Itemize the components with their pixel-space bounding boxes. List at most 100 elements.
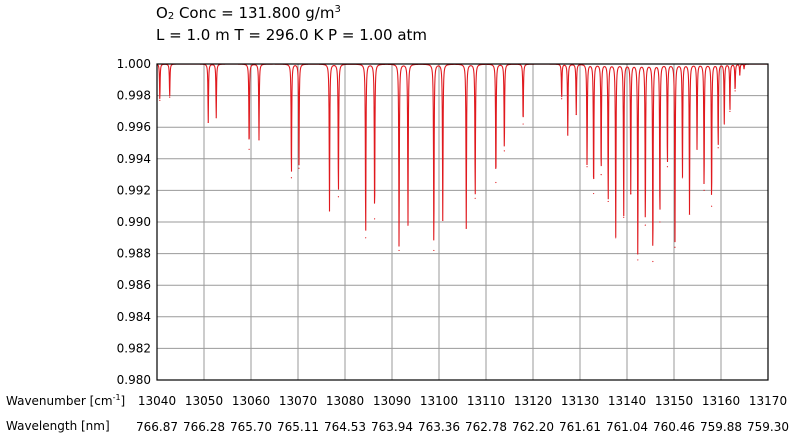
absorption-line-minimum	[703, 189, 705, 191]
y-tick-label: 1.000	[117, 57, 151, 71]
spectrum-series	[156, 63, 768, 263]
wavelength-tick-label: 764.53	[324, 420, 366, 434]
wavelength-tick-label: 766.28	[183, 420, 225, 434]
concentration-title: O2 Conc = 131.800 g/m3	[156, 4, 341, 22]
wavenumber-tick-labels: 13040 13050 13060 13070 13080 13090 13100 13110…	[138, 394, 787, 408]
absorption-line-minimum	[681, 177, 684, 179]
absorption-line-minimum	[503, 150, 505, 152]
absorption-line-minimum	[586, 166, 588, 168]
title-o-letter: O	[156, 4, 168, 22]
absorption-line-minimum	[433, 249, 435, 252]
wavelength-tick-label: 762.20	[512, 420, 554, 434]
absorption-line-minimum	[659, 221, 661, 223]
y-tick-label: 0.990	[117, 215, 151, 229]
absorption-line-minimum	[688, 213, 691, 215]
absorption-line-minimum	[644, 224, 646, 226]
absorption-line-minimum	[207, 121, 209, 124]
absorption-line-minimum	[696, 148, 698, 150]
absorption-line-minimum	[652, 260, 654, 263]
absorption-line-minimum	[674, 246, 676, 248]
absorption-line-minimum	[637, 259, 639, 261]
absorption-line-minimum	[630, 192, 632, 195]
plot-frame	[156, 63, 769, 381]
y-tick-label: 0.982	[117, 341, 151, 355]
absorption-line-minimum	[734, 90, 736, 92]
wavelength-tick-label: 763.36	[418, 420, 460, 434]
wavenumber-tick-label: 13090	[373, 394, 411, 408]
wavenumber-tick-label: 13080	[326, 394, 364, 408]
absorption-line-minimum	[739, 74, 741, 76]
absorption-line-minimum	[711, 205, 713, 207]
wavelength-tick-label: 762.78	[465, 420, 507, 434]
wavelength-tick-label: 763.94	[371, 420, 413, 434]
y-tick-label: 0.994	[117, 152, 151, 166]
title-concentration-text: Conc = 131.800 g/m	[174, 4, 335, 22]
y-tick-label: 0.984	[117, 310, 151, 324]
wavenumber-tick-label: 13130	[561, 394, 599, 408]
absorption-line-minimum	[522, 123, 524, 125]
wavenumber-axis-label: Wavenumber [cm-1]	[6, 393, 125, 408]
wavenumber-tick-label: 13070	[279, 394, 317, 408]
title-unit-superscript: 3	[334, 4, 341, 15]
absorption-line-minimum	[561, 98, 563, 100]
wavenumber-tick-label: 13150	[655, 394, 693, 408]
wavenumber-tick-label: 13040	[138, 394, 176, 408]
absorption-line-minimum	[215, 117, 217, 119]
wavelength-tick-label: 759.30	[747, 420, 789, 434]
wavenumber-tick-label: 13060	[232, 394, 270, 408]
absorption-line-minimum	[666, 166, 669, 168]
absorption-line-minimum	[607, 200, 609, 203]
wavelength-tick-label: 765.11	[277, 420, 319, 434]
y-tick-label: 0.996	[117, 120, 151, 134]
wavelength-tick-labels: 766.87 766.28 765.70 765.11 764.53 763.94 763.…	[136, 420, 789, 434]
absorption-line-minimum	[258, 139, 260, 141]
y-tick-label: 0.992	[117, 183, 151, 197]
wavenumber-tick-label: 13100	[420, 394, 458, 408]
transmission-line	[156, 63, 768, 255]
absorption-line-minimum	[615, 237, 617, 239]
absorption-line-minimum	[600, 174, 602, 176]
wavenumber-tick-label: 13050	[185, 394, 223, 408]
wavenumber-tick-label: 13110	[467, 394, 505, 408]
absorption-line-minimum	[407, 224, 409, 226]
wavelength-tick-label: 759.88	[700, 420, 742, 434]
absorption-line-minimum	[465, 227, 467, 229]
y-tick-label: 0.998	[117, 89, 151, 103]
y-tick-label: 0.980	[117, 373, 151, 387]
absorption-line-minimum	[743, 68, 745, 70]
absorption-line-minimum	[290, 177, 293, 179]
absorption-line-minimum	[328, 210, 331, 212]
absorption-line-minimum	[442, 219, 444, 222]
absorption-line-minimum	[159, 99, 161, 101]
absorption-line-minimum	[717, 147, 719, 149]
absorption-line-minimum	[398, 249, 400, 252]
absorption-line-minimum	[495, 181, 497, 184]
wavelength-tick-label: 761.04	[606, 420, 648, 434]
wavelength-tick-label: 760.46	[653, 420, 695, 434]
wavenumber-label-text: Wavenumber [cm	[6, 394, 113, 408]
wavenumber-label-bracket: ]	[120, 394, 126, 408]
wavenumber-tick-label: 13140	[608, 394, 646, 408]
absorption-line-minimum	[169, 96, 171, 98]
absorption-line-minimum	[298, 167, 300, 169]
absorption-line-minimum	[723, 123, 725, 125]
absorption-line-minimum	[575, 113, 577, 116]
wavelength-tick-label: 766.87	[136, 420, 178, 434]
wavenumber-tick-label: 13170	[749, 394, 787, 408]
absorption-line-minimum	[374, 218, 376, 220]
y-tick-label: 0.986	[117, 278, 151, 292]
conditions-subtitle: L = 1.0 m T = 296.0 K P = 1.00 atm	[156, 26, 428, 44]
wavelength-tick-label: 761.61	[559, 420, 601, 434]
absorption-line-minimum	[248, 148, 250, 150]
absorption-line-minimum	[593, 192, 595, 195]
wavelength-tick-label: 765.70	[230, 420, 272, 434]
y-tick-labels: 1.000 0.998 0.996 0.994 0.992 0.990 0.988 0.986…	[117, 57, 151, 387]
wavelength-axis-label: Wavelength [nm]	[6, 419, 110, 433]
wavenumber-tick-label: 13160	[702, 394, 740, 408]
absorption-line-minimum	[567, 134, 569, 136]
y-tick-label: 0.988	[117, 247, 151, 261]
absorption-line-minimum	[365, 237, 367, 239]
wavenumber-label-exponent: -1	[112, 393, 121, 402]
absorption-line-minimum	[729, 110, 731, 112]
